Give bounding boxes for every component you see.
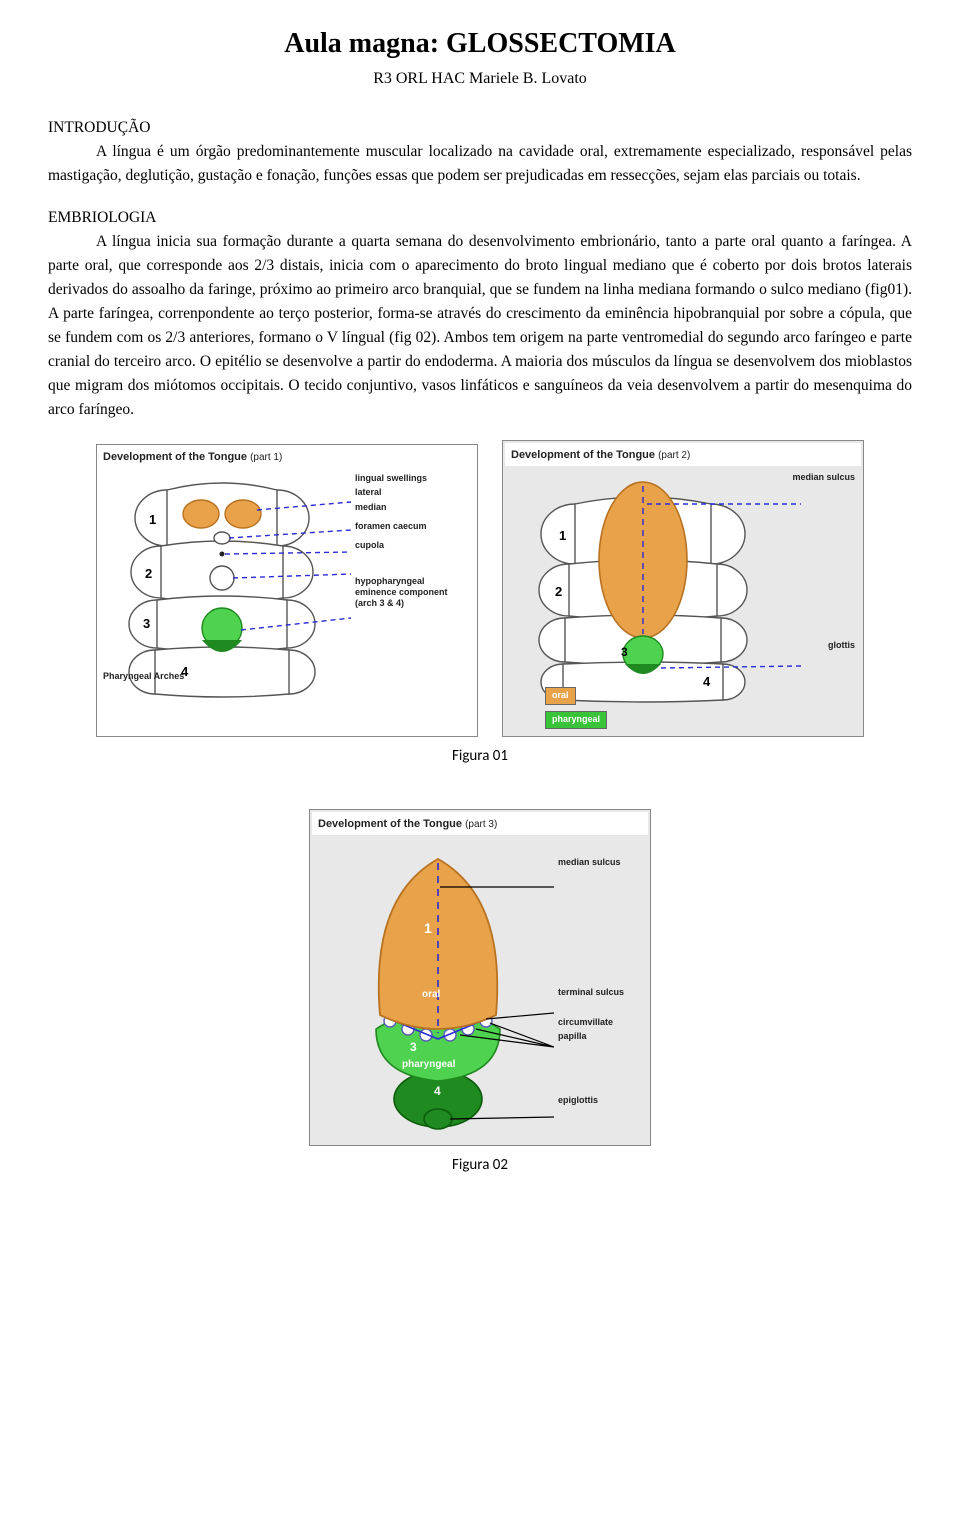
- svg-text:2: 2: [555, 584, 562, 599]
- section-heading-intro: INTRODUÇÃO: [48, 116, 912, 140]
- label-epiglottis: epiglottis: [558, 1094, 598, 1108]
- label-median: median: [355, 502, 465, 513]
- panel1-title-text: Development of the Tongue: [103, 451, 247, 463]
- label-hypo: hypopharyngeal eminence component (arch …: [355, 576, 465, 610]
- figure-01-panel-1: Development of the Tongue (part 1): [96, 444, 478, 737]
- svg-text:4: 4: [703, 674, 711, 689]
- label-pharyngeal-arches: Pharyngeal Arches: [103, 670, 184, 684]
- embrio-paragraph: A língua inicia sua formação durante a q…: [48, 230, 912, 422]
- label-median-sulcus-3: median sulcus: [558, 856, 621, 870]
- svg-text:1: 1: [559, 528, 566, 543]
- label-lingual-swellings: lingual swellings: [355, 473, 465, 484]
- page-subtitle: R3 ORL HAC Mariele B. Lovato: [48, 67, 912, 92]
- label-circumvillate: circumvillate papilla: [558, 1016, 638, 1044]
- arch-num-2: 2: [145, 566, 152, 581]
- svg-text:4: 4: [434, 1084, 441, 1098]
- section-heading-embrio: EMBRIOLOGIA: [48, 206, 912, 230]
- svg-text:1: 1: [424, 920, 432, 936]
- legend-pharyngeal: pharyngeal: [545, 711, 607, 729]
- figure-02-caption: Figura 02: [48, 1154, 912, 1177]
- figure-01-panel-2: Development of the Tongue (part 2): [502, 440, 864, 737]
- figure-01-caption: Figura 01: [48, 745, 912, 768]
- label-median-sulcus: median sulcus: [792, 471, 855, 485]
- svg-text:pharyngeal: pharyngeal: [402, 1059, 456, 1070]
- panel3-title: Development of the Tongue (part 3): [312, 812, 648, 835]
- panel2-title-text: Development of the Tongue: [511, 449, 655, 461]
- label-terminal-sulcus: terminal sulcus: [558, 986, 624, 1000]
- arch-num-1: 1: [149, 512, 156, 527]
- svg-text:oral: oral: [422, 989, 441, 1000]
- intro-paragraph: A língua é um órgão predominantemente mu…: [48, 140, 912, 188]
- figure-01-row: Development of the Tongue (part 1): [48, 440, 912, 737]
- panel1-part: (part 1): [250, 452, 282, 463]
- panel3-title-text: Development of the Tongue: [318, 818, 462, 830]
- label-glottis: glottis: [828, 639, 855, 653]
- label-cupola: cupola: [355, 540, 465, 551]
- arch-num-3: 3: [143, 616, 150, 631]
- panel2-part: (part 2): [658, 450, 690, 461]
- figure-02-panel: Development of the Tongue (part 3) 4 3 p…: [309, 809, 651, 1146]
- legend-oral: oral: [545, 687, 576, 705]
- panel3-part: (part 3): [465, 819, 497, 830]
- label-lateral: lateral: [355, 487, 465, 498]
- svg-text:3: 3: [621, 645, 628, 659]
- panel1-title: Development of the Tongue (part 1): [97, 445, 477, 468]
- panel2-title: Development of the Tongue (part 2): [505, 443, 861, 466]
- svg-text:3: 3: [410, 1040, 417, 1054]
- page-title: Aula magna: GLOSSECTOMIA: [48, 22, 912, 65]
- label-foramen: foramen caecum: [355, 521, 465, 532]
